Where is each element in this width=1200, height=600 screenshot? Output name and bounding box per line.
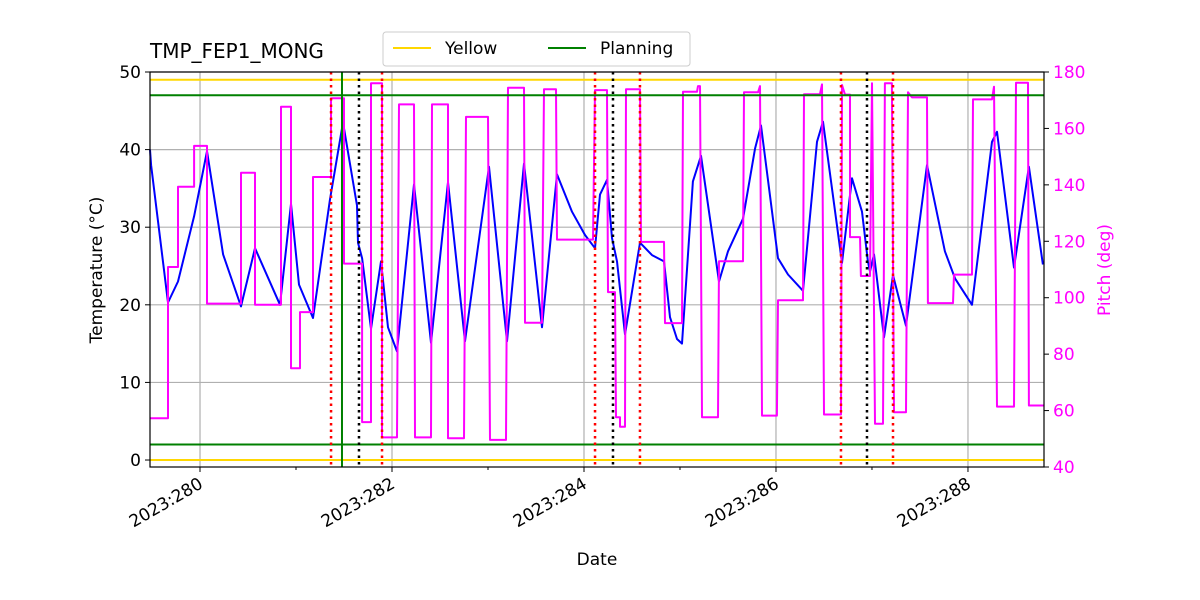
x-tick-label: 2023:284 — [510, 474, 591, 532]
y-right-tick-label: 180 — [1053, 63, 1085, 83]
x-tick-label: 2023:286 — [702, 474, 783, 532]
y-tick-label: 20 — [119, 296, 141, 316]
y-axis-label: Temperature (°C) — [87, 197, 107, 345]
y-right-tick-label: 60 — [1053, 402, 1075, 422]
y-axis-right-label: Pitch (deg) — [1095, 224, 1115, 316]
y-right-tick-label: 80 — [1053, 345, 1075, 365]
y-tick-label: 10 — [119, 373, 141, 393]
y-right-tick-label: 120 — [1053, 232, 1085, 252]
legend-label-yellow: Yellow — [444, 39, 497, 59]
temperature-series-line — [149, 120, 1044, 353]
y-right-tick-label: 40 — [1053, 458, 1075, 478]
y-right-tick-label: 140 — [1053, 176, 1085, 196]
plot-frame — [149, 71, 1045, 468]
y-tick-label: 0 — [130, 451, 141, 471]
pitch-series-line — [150, 81, 1044, 441]
y-tick-label: 30 — [119, 218, 141, 238]
y-right-tick-label: 100 — [1053, 289, 1085, 309]
chart-title: TMP_FEP1_MONG — [149, 39, 324, 63]
x-axis-label: Date — [577, 550, 618, 570]
legend: Yellow Planning — [382, 31, 691, 67]
x-tick-label: 2023:288 — [894, 474, 975, 532]
x-tick-label: 2023:282 — [318, 474, 399, 532]
legend-label-planning: Planning — [600, 39, 673, 59]
x-tick-label: 2023:280 — [126, 474, 207, 532]
y-tick-label: 40 — [119, 141, 141, 161]
y-tick-label: 50 — [119, 63, 141, 83]
legend-frame — [382, 31, 691, 67]
y-right-tick-label: 160 — [1053, 119, 1085, 139]
